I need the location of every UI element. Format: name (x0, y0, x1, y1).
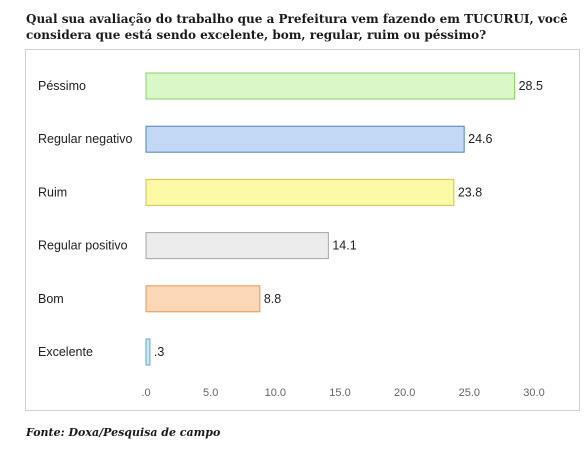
category-label: Bom (38, 292, 64, 306)
chart-title: Qual sua avaliação do trabalho que a Pre… (26, 12, 568, 42)
x-tick-label: 20.0 (394, 387, 415, 399)
bar (145, 285, 261, 313)
source-note: Fonte: Doxa/Pesquisa de campo (26, 426, 221, 439)
data-label: 23.8 (458, 185, 482, 199)
x-tick-label: 15.0 (329, 387, 350, 399)
x-tick-label: 30.0 (523, 387, 544, 399)
chart-area (25, 49, 580, 411)
bar (145, 338, 151, 366)
category-label: Regular positivo (38, 239, 128, 253)
bar (145, 125, 465, 153)
category-label: Regular negativo (38, 132, 133, 146)
x-tick-label: 5.0 (203, 387, 218, 399)
x-tick-label: .0 (141, 387, 150, 399)
x-tick-label: 10.0 (265, 387, 286, 399)
category-label: Péssimo (38, 79, 86, 93)
category-label: Excelente (38, 345, 93, 359)
bar (145, 178, 455, 206)
bar (145, 232, 329, 260)
bar (145, 72, 516, 100)
category-label: Ruim (38, 185, 67, 199)
data-label: 8.8 (264, 292, 281, 306)
data-label: 28.5 (519, 79, 543, 93)
data-label: 14.1 (332, 239, 356, 253)
data-label: 24.6 (468, 132, 492, 146)
x-tick-label: 25.0 (459, 387, 480, 399)
data-label: .3 (154, 345, 164, 359)
